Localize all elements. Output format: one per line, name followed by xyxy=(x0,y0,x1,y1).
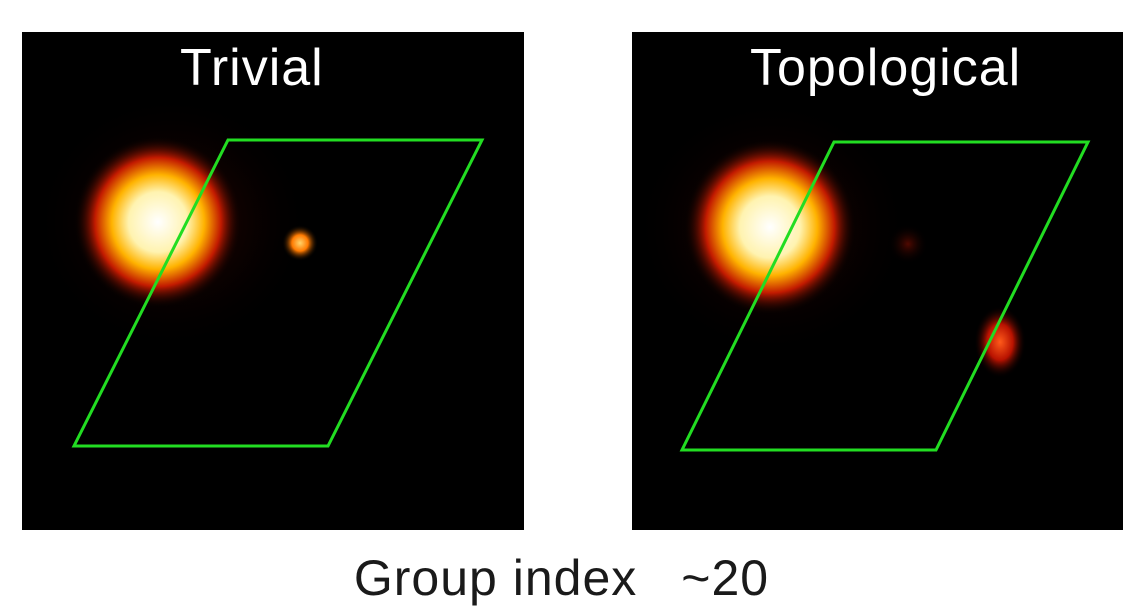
topological-panel: Topological xyxy=(632,32,1123,530)
topological-intensity-map xyxy=(632,97,1091,452)
small-glow-spot xyxy=(282,225,318,261)
unit-cell-outline xyxy=(679,140,1091,452)
faint-glow-spot xyxy=(888,224,928,264)
unit-cell-outline xyxy=(71,138,485,448)
panel-title: Trivial xyxy=(180,39,324,97)
trivial-intensity-map xyxy=(32,92,485,448)
panel-title: Topological xyxy=(750,39,1022,97)
trivial-panel: Trivial xyxy=(22,32,524,530)
caption-value: ~20 xyxy=(681,550,770,606)
bright-glow-spot xyxy=(74,136,242,308)
caption: Group index ~20 xyxy=(0,548,1123,608)
bright-glow-spot xyxy=(684,139,856,315)
caption-label: Group index xyxy=(353,550,638,606)
edge-glow-spot xyxy=(974,306,1026,378)
